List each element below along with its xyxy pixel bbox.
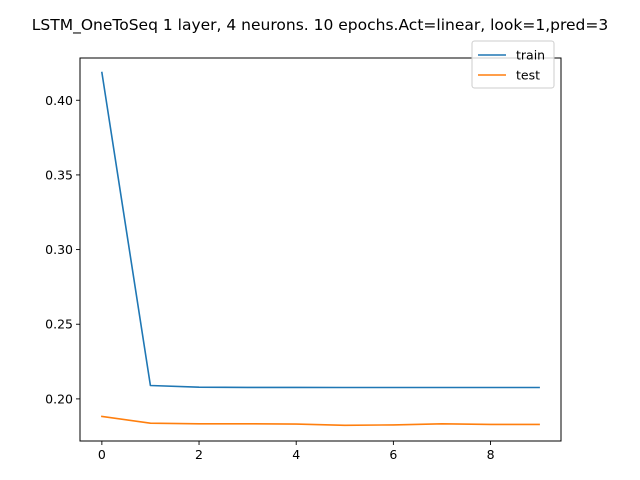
legend-label-train: train (516, 48, 545, 63)
series-line-test (100, 415, 540, 427)
x-tick-label: 4 (292, 447, 300, 462)
legend-box (471, 40, 555, 89)
series-layer (100, 71, 540, 427)
x-axis: 0 2 4 6 8 (98, 441, 495, 462)
x-tick-label: 0 (98, 447, 106, 462)
y-axis: 0.20 0.25 0.30 0.35 0.40 (45, 93, 80, 406)
chart-title: LSTM_OneToSeq 1 layer, 4 neurons. 10 epo… (32, 16, 608, 35)
y-tick-label: 0.20 (45, 391, 73, 406)
series-line-train (100, 71, 540, 389)
plot-area (80, 58, 561, 441)
legend-label-test: test (516, 68, 540, 83)
y-tick-label: 0.35 (45, 167, 73, 182)
y-tick-label: 0.30 (45, 242, 73, 257)
legend: train test (471, 40, 555, 89)
x-tick-label: 6 (389, 447, 397, 462)
y-tick-label: 0.40 (45, 93, 73, 108)
x-tick-label: 2 (195, 447, 203, 462)
x-tick-label: 8 (487, 447, 495, 462)
y-tick-label: 0.25 (45, 317, 73, 332)
